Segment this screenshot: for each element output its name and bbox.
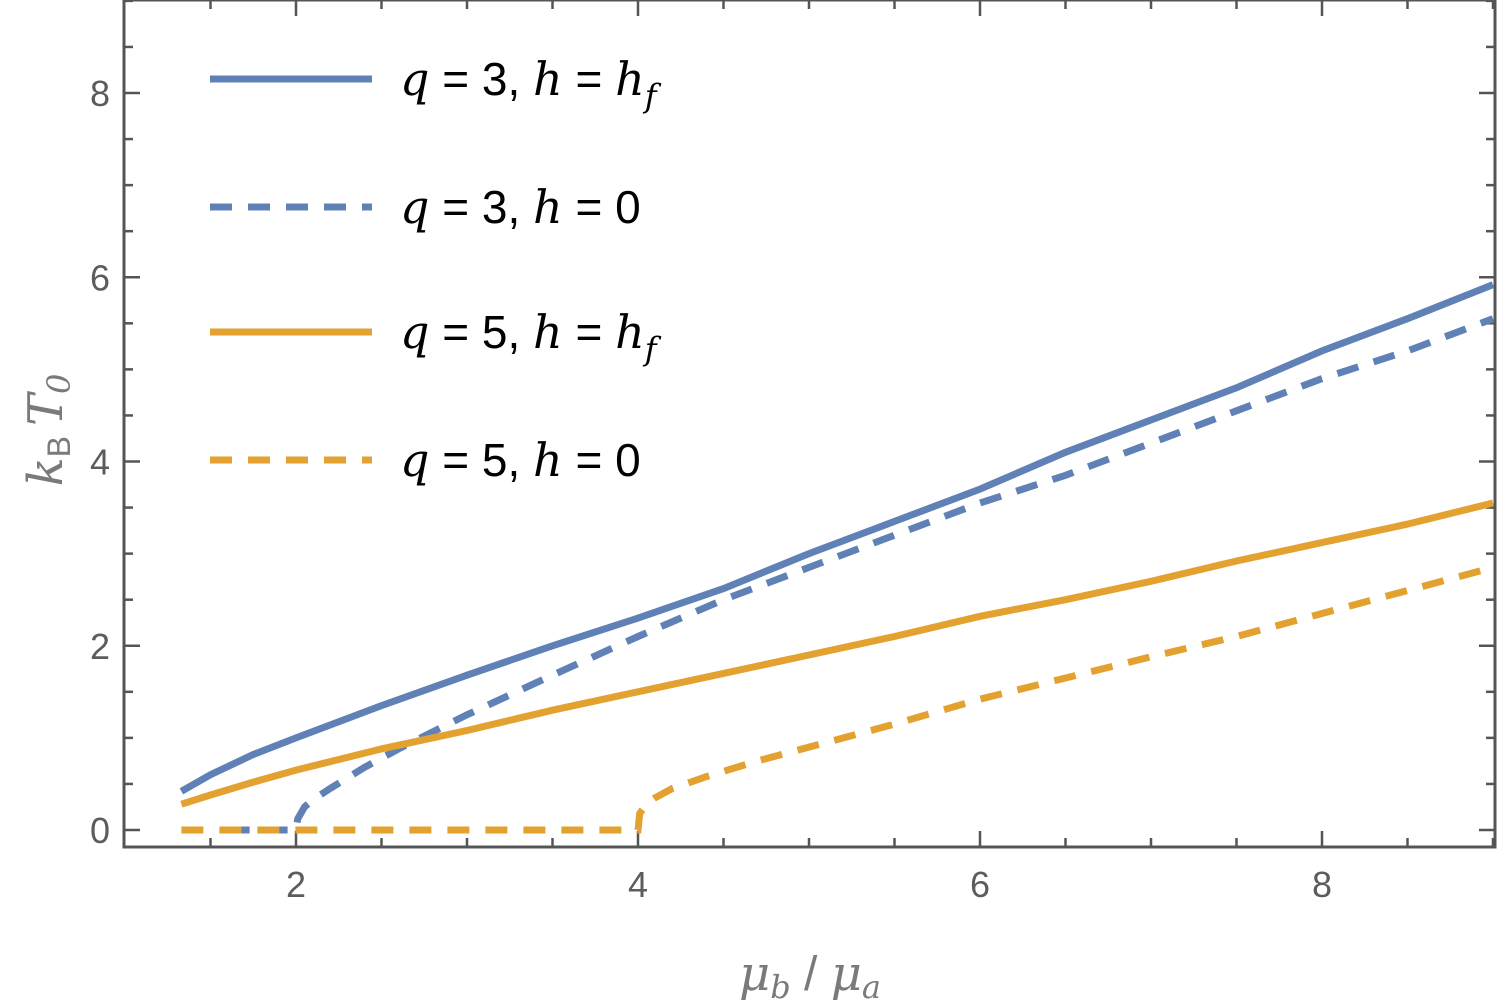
series-line-2 (227, 315, 1495, 834)
y-tick-label: 4 (90, 442, 110, 483)
legend: q = 3, h = hf q = 3, h = 0 q = 5, h = hf q … (210, 52, 662, 487)
legend-label-1: q = 3, h = hf (400, 52, 662, 115)
tick-labels: 2 4 6 8 0 2 4 6 8 (90, 73, 1332, 905)
x-tick-label: 8 (1312, 864, 1332, 905)
x-tick-label: 4 (628, 864, 648, 905)
y-axis-label: kBT0 (18, 374, 78, 487)
series-line-4 (181, 564, 1494, 834)
y-tick-label: 2 (90, 626, 110, 667)
axis-ticks (124, 0, 1495, 847)
legend-label-4: q = 5, h = 0 (400, 433, 641, 487)
y-tick-label: 8 (90, 73, 110, 114)
x-tick-label: 2 (286, 864, 306, 905)
y-tick-label: 6 (90, 257, 110, 298)
series-line-3 (180, 499, 1494, 808)
plot-frame (122, 0, 1497, 849)
x-tick-label: 6 (970, 864, 990, 905)
series-line-1 (179, 281, 1495, 795)
series-layer (179, 281, 1495, 834)
x-axis-label: μb / μa (739, 946, 881, 1001)
y-tick-label: 0 (90, 810, 110, 851)
legend-label-3: q = 5, h = hf (400, 305, 662, 368)
legend-label-2: q = 3, h = 0 (400, 180, 641, 234)
